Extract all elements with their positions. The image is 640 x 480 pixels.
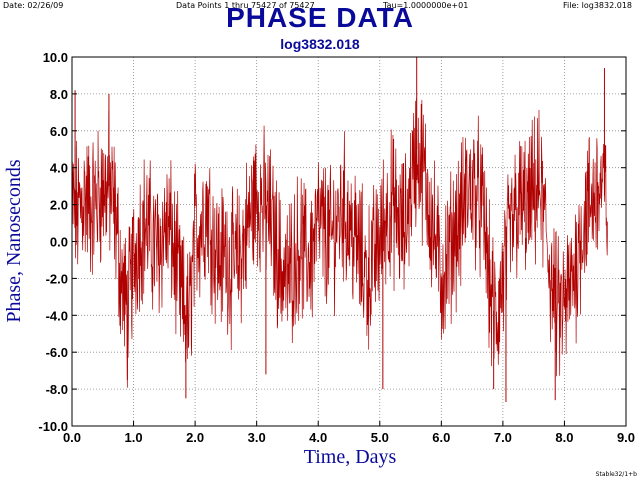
- x-tick-labels: 0.0 1.0 2.0 3.0 4.0 5.0 6.0 7.0 8.0 9.0: [63, 430, 635, 445]
- y-tick-labels: 10.0 8.0 6.0 4.0 2.0 0.0 -2.0 -4.0 -6.0 -8.0 -10.0: [38, 50, 68, 434]
- x-axis-label: Time, Days: [304, 446, 397, 468]
- x-tick-label: 1.0: [125, 430, 143, 445]
- x-tick-label: 2.0: [186, 430, 204, 445]
- header-date: Date: 02/26/09: [3, 1, 64, 10]
- chart-subtitle: log3832.018: [280, 36, 360, 52]
- header-file: File: log3832.018: [563, 1, 632, 10]
- phase-series-line: [71, 98, 608, 388]
- header-tau: Tau=1.0000000e+01: [383, 1, 469, 10]
- x-tick-label: 7.0: [494, 430, 512, 445]
- y-tick-label: -10.0: [38, 419, 68, 434]
- y-axis-label: Phase, Nanoseconds: [3, 159, 25, 323]
- chart-title: PHASE DATA: [226, 2, 414, 33]
- y-tick-label: -4.0: [46, 308, 68, 323]
- y-tick-label: 8.0: [50, 87, 68, 102]
- y-tick-label: 10.0: [43, 50, 68, 65]
- x-tick-label: 4.0: [309, 430, 327, 445]
- y-tick-label: -2.0: [46, 271, 68, 286]
- y-tick-label: 6.0: [50, 124, 68, 139]
- y-tick-label: -6.0: [46, 345, 68, 360]
- x-tick-label: 0.0: [63, 430, 81, 445]
- header-points: Data Points 1 thru 75427 of 75427: [176, 1, 315, 10]
- y-tick-label: 4.0: [50, 161, 68, 176]
- y-tick-label: -8.0: [46, 382, 68, 397]
- x-tick-label: 9.0: [617, 430, 635, 445]
- series-group: [71, 57, 608, 403]
- y-tick-label: 2.0: [50, 198, 68, 213]
- software-credit: Stable32/1+b: [595, 471, 637, 478]
- x-tick-label: 3.0: [248, 430, 266, 445]
- x-tick-label: 8.0: [555, 430, 573, 445]
- x-tick-label: 6.0: [432, 430, 450, 445]
- tick-marks: [71, 56, 627, 427]
- y-tick-label: 0.0: [50, 235, 68, 250]
- x-tick-label: 5.0: [371, 430, 389, 445]
